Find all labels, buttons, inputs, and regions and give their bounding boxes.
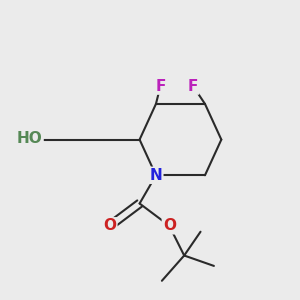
Text: F: F bbox=[188, 79, 198, 94]
Text: F: F bbox=[155, 79, 166, 94]
Text: O: O bbox=[103, 218, 116, 233]
Text: O: O bbox=[163, 218, 176, 233]
Text: N: N bbox=[150, 168, 162, 183]
Text: HO: HO bbox=[17, 130, 43, 146]
